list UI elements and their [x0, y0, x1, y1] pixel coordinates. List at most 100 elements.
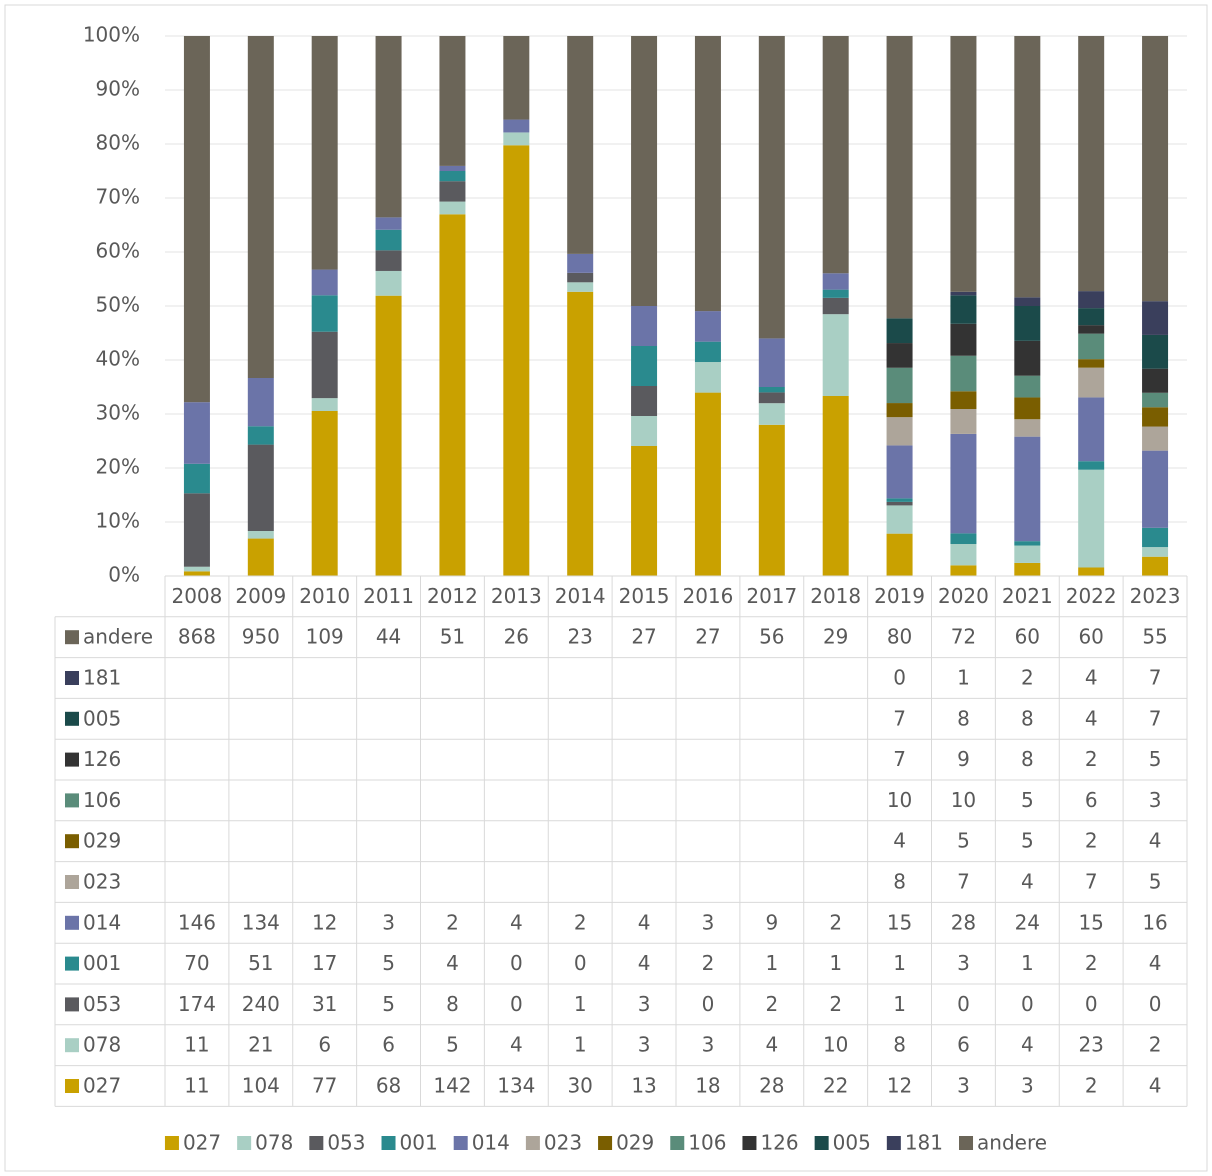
bar-segment: [567, 36, 594, 254]
bar-segment: [950, 291, 977, 296]
bar-segment: [1014, 545, 1041, 563]
bar-segment: [694, 362, 721, 393]
y-tick-label: 60%: [96, 239, 140, 263]
table-legend-key: [65, 630, 79, 645]
legend-label: 181: [905, 1131, 943, 1155]
legend-key: [959, 1136, 974, 1150]
table-cell: 5: [1021, 788, 1034, 812]
bar-segment: [1142, 407, 1169, 427]
table-cell: 4: [1021, 870, 1034, 894]
x-tick-label: 2017: [746, 584, 797, 608]
bar-segment: [886, 417, 913, 446]
bar-segment: [886, 318, 913, 344]
table-cell: 6: [382, 1033, 395, 1057]
legend-label: 023: [544, 1131, 582, 1155]
table-cell: 5: [382, 992, 395, 1016]
bar-segment: [886, 501, 913, 506]
table-row-label: 027: [83, 1074, 121, 1098]
bar-segment: [1014, 36, 1041, 298]
bar-segment: [1078, 325, 1105, 334]
table-cell: 9: [765, 910, 778, 934]
table-cell: 0: [574, 951, 587, 975]
table-cell: 0: [957, 992, 970, 1016]
table-cell: 5: [446, 1033, 459, 1057]
bar-segment: [886, 505, 913, 534]
bar-segment: [886, 445, 913, 499]
table-cell: 4: [1085, 666, 1098, 690]
bar-segment: [758, 338, 785, 387]
table-cell: 1: [829, 951, 842, 975]
table-cell: 27: [695, 625, 720, 649]
table-legend-key: [65, 997, 79, 1012]
bar-segment: [439, 36, 466, 166]
table-cell: 11: [184, 1033, 209, 1057]
bar-segment: [950, 409, 977, 434]
table-legend-key: [65, 752, 79, 767]
table-cell: 1: [893, 951, 906, 975]
bar-segment: [1078, 291, 1105, 309]
bar-segment: [375, 36, 402, 218]
table-cell: 4: [1149, 951, 1162, 975]
table-cell: 10: [823, 1033, 848, 1057]
table-cell: 55: [1142, 625, 1167, 649]
table-cell: 134: [497, 1074, 535, 1098]
bar-segment: [886, 533, 913, 576]
table-cell: 51: [440, 625, 465, 649]
bar-segment: [631, 416, 658, 446]
table-cell: 174: [178, 992, 216, 1016]
table-cell: 23: [567, 625, 592, 649]
bar-segment: [822, 273, 849, 290]
table-cell: 3: [638, 1033, 651, 1057]
table-cell: 68: [376, 1074, 401, 1098]
table-cell: 7: [957, 870, 970, 894]
legend-key: [309, 1136, 324, 1150]
table-cell: 10: [887, 788, 912, 812]
table-cell: 4: [1085, 706, 1098, 730]
legend-key: [525, 1136, 540, 1150]
table-cell: 15: [1078, 910, 1103, 934]
bar-segment: [1078, 397, 1105, 462]
table-cell: 4: [510, 1033, 523, 1057]
bar-segment: [694, 36, 721, 312]
table-cell: 8: [957, 706, 970, 730]
bar-segment: [375, 250, 402, 271]
x-tick-label: 2016: [682, 584, 733, 608]
bar-segment: [822, 289, 849, 298]
table-cell: 3: [957, 951, 970, 975]
bar-segment: [822, 36, 849, 274]
bar-segment: [631, 446, 658, 576]
bar-segment: [1142, 450, 1169, 528]
table-cell: 3: [702, 1033, 715, 1057]
x-tick-label: 2022: [1066, 584, 1117, 608]
legend-label: 001: [400, 1131, 438, 1155]
y-tick-label: 70%: [96, 185, 140, 209]
table-cell: 15: [887, 910, 912, 934]
table-cell: 2: [446, 910, 459, 934]
bar-segment: [1142, 301, 1169, 335]
table-cell: 8: [893, 870, 906, 894]
x-tick-label: 2020: [938, 584, 989, 608]
table-cell: 8: [893, 1033, 906, 1057]
bar-segment: [1078, 308, 1105, 326]
table-cell: 2: [574, 910, 587, 934]
bar-segment: [183, 493, 210, 567]
y-tick-label: 0%: [108, 563, 140, 587]
table-legend-key: [65, 834, 79, 849]
legend-label: 106: [688, 1131, 726, 1155]
bar-segment: [758, 403, 785, 425]
bar-segment: [1014, 562, 1041, 576]
bar-segment: [1142, 368, 1169, 393]
legend-key: [886, 1136, 901, 1150]
bar-segment: [183, 402, 210, 464]
bar-segment: [567, 272, 594, 283]
legend-key: [742, 1136, 757, 1150]
table-cell: 0: [893, 666, 906, 690]
table-row-label: 106: [83, 788, 121, 812]
bar-segment: [1142, 527, 1169, 548]
x-tick-label: 2023: [1130, 584, 1181, 608]
bar-segment: [567, 291, 594, 576]
table-cell: 2: [765, 992, 778, 1016]
table-cell: 240: [242, 992, 280, 1016]
table-cell: 21: [248, 1033, 273, 1057]
bar-segment: [311, 398, 338, 411]
